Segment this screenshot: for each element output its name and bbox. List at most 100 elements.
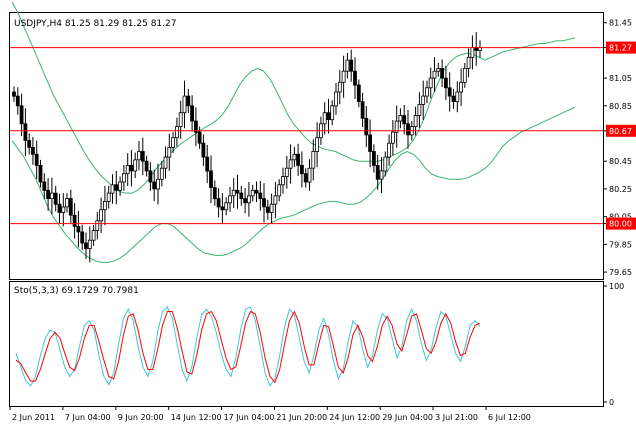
candle (12, 86, 16, 102)
candle (322, 102, 327, 135)
candle-body-up (277, 184, 282, 197)
candle (42, 173, 47, 200)
candle (212, 180, 217, 206)
candle (451, 88, 456, 109)
candle (273, 182, 278, 218)
candle (148, 162, 153, 191)
candle-body-up (387, 142, 392, 158)
price-level-tag (606, 124, 636, 137)
candle-body-up (428, 77, 433, 89)
bollinger-upper-band (11, 1, 576, 194)
candle (216, 188, 221, 218)
candle-body-down (140, 151, 145, 162)
candle-body-down (254, 189, 259, 194)
candle-body-down (57, 203, 62, 213)
price-level-tag (606, 217, 636, 230)
candle (57, 193, 62, 223)
candle (341, 55, 346, 98)
candle-body-down (15, 95, 20, 107)
candle (118, 176, 122, 196)
candle (296, 143, 301, 176)
candle (383, 151, 388, 177)
candle (125, 153, 130, 186)
candle-body-up (284, 167, 289, 177)
price-tick-label: 80.05 (609, 213, 632, 222)
candle (15, 87, 20, 115)
candle (186, 88, 191, 113)
candle-body-up (182, 95, 187, 114)
candle (455, 81, 460, 113)
candle (34, 140, 39, 180)
candle-body-up (61, 206, 66, 213)
candle (303, 168, 308, 188)
candle-body-down (451, 95, 456, 102)
candle-body-up (91, 230, 96, 241)
candle-body-down (235, 189, 240, 194)
candle-body-down (84, 242, 88, 249)
candle-body-down (34, 153, 39, 166)
candle-body-up (87, 239, 92, 249)
candle (129, 149, 134, 187)
candle (265, 199, 270, 220)
candle (349, 49, 354, 82)
candle (133, 152, 138, 179)
candle (201, 134, 206, 166)
candle (466, 48, 471, 78)
candle (428, 67, 433, 99)
candle-body-down (53, 192, 58, 205)
candle-body-down (152, 181, 157, 190)
time-tick-label: 9 Jun 20:00 (118, 413, 164, 422)
candle-body-down (239, 192, 244, 200)
time-tick-label: 6 Jul 12:00 (488, 413, 531, 422)
candle (103, 185, 107, 226)
candle (277, 179, 282, 202)
candle (330, 100, 335, 126)
candle (269, 193, 274, 223)
candle (65, 193, 69, 213)
price-tick-label: 80.67 (609, 127, 632, 136)
candle-body-up (224, 202, 229, 211)
candle-body-up (379, 170, 384, 180)
candle (76, 210, 81, 248)
candle (462, 62, 467, 88)
candle-body-down (371, 151, 376, 166)
time-tick-label: 7 Jun 04:00 (65, 413, 111, 422)
candle-body-down (402, 115, 407, 125)
candle (46, 178, 50, 211)
time-tick-label: 21 Jun 20:00 (276, 413, 327, 422)
candle (23, 108, 28, 156)
candle (246, 182, 251, 217)
candle-body-down (406, 123, 410, 136)
candle (95, 211, 100, 240)
price-tick-label: 80.00 (609, 220, 632, 229)
candle-body-down (46, 189, 50, 200)
candle-body-up (311, 151, 316, 169)
candle (61, 193, 66, 227)
candle (262, 183, 266, 223)
price-tick-label: 80.85 (609, 102, 632, 111)
candle (250, 184, 255, 202)
candle-body-up (99, 209, 103, 222)
candle (337, 70, 342, 105)
price-chart-title: USDJPY,H4 81.25 81.29 81.25 81.27 (14, 19, 176, 29)
candle (379, 157, 384, 194)
candle (38, 159, 43, 188)
candle-body-up (103, 200, 107, 211)
time-tick-label: 29 Jun 04:00 (382, 413, 433, 422)
candle-body-down (186, 95, 191, 107)
candle-body-up (334, 91, 338, 107)
candle-body-up (178, 112, 183, 127)
candle-body-down (42, 181, 47, 191)
candle-body-up (307, 167, 312, 183)
candle (159, 161, 164, 187)
candle-body-up (417, 104, 422, 116)
candle-body-up (315, 137, 320, 152)
candle-body-down (353, 70, 357, 86)
candle (288, 144, 293, 184)
candle (27, 133, 32, 155)
candle-body-up (383, 156, 388, 172)
candle-body-up (292, 153, 297, 161)
candle-body-up (156, 178, 160, 190)
candle-body-up (462, 68, 467, 83)
